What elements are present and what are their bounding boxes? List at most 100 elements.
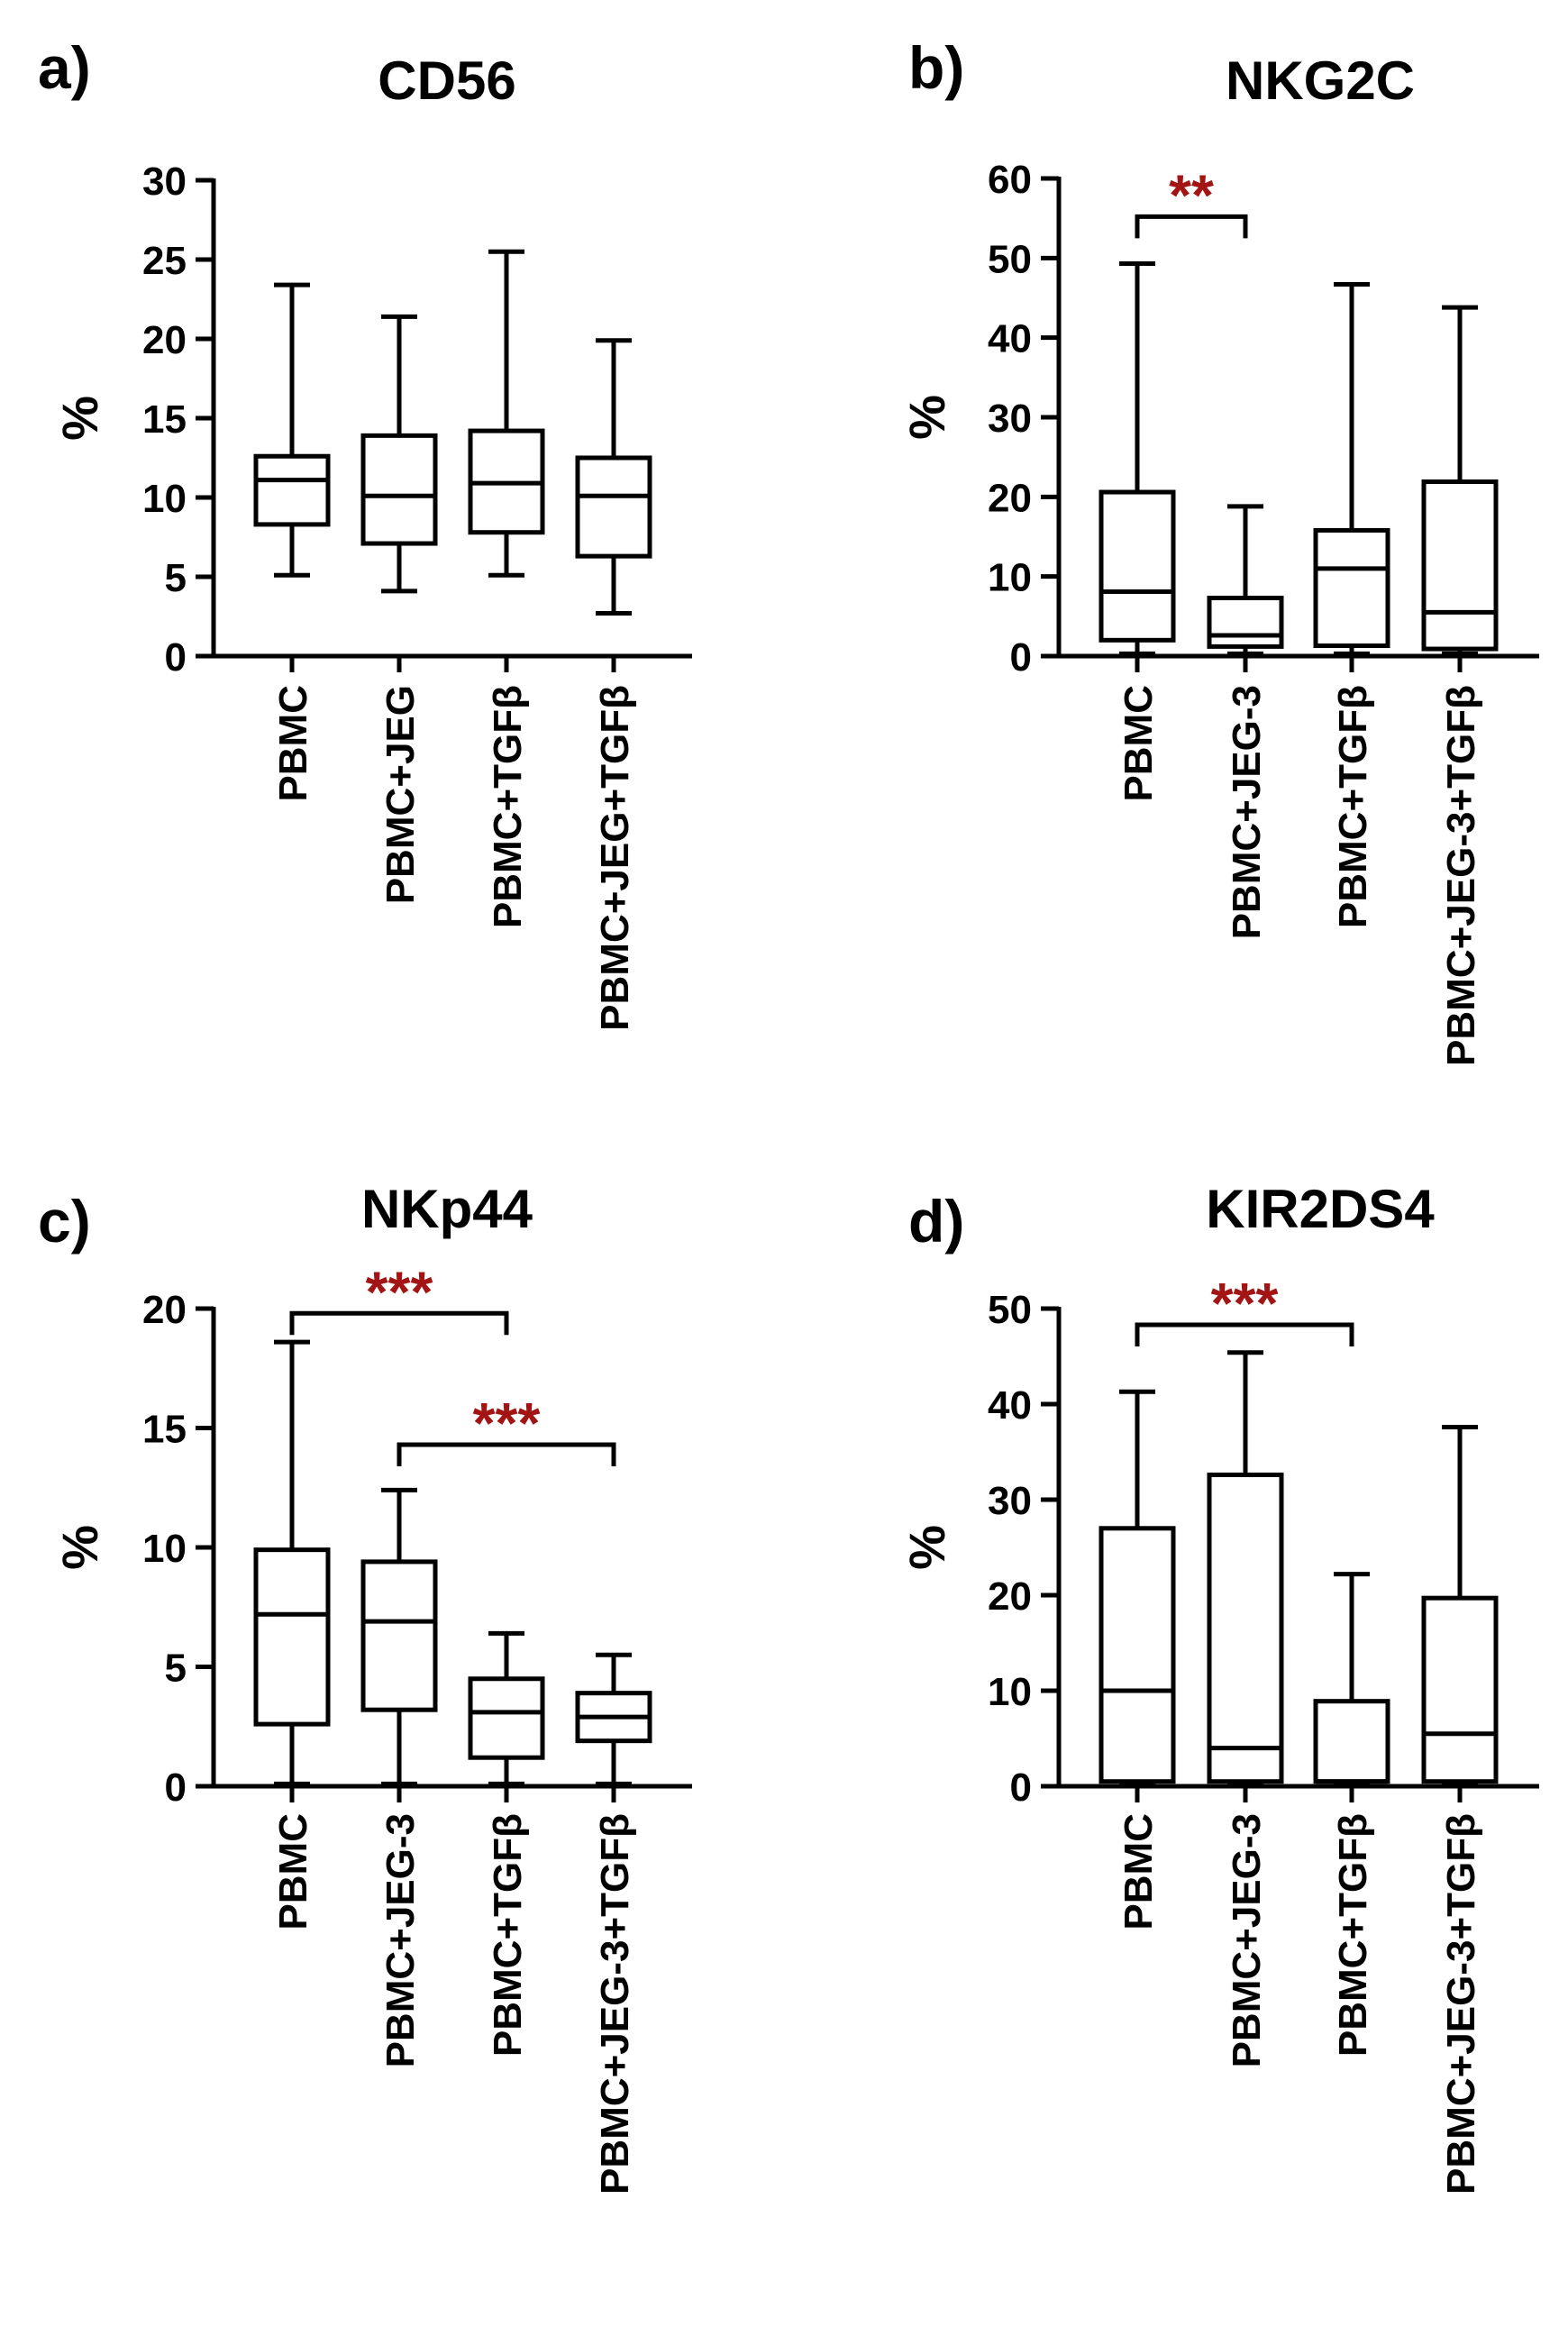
panel-b: b) NKG2C% 0 10 20 30 40 50 60 PBMC PBMC+JEG-3 PBMC+…	[898, 34, 1539, 1066]
chart-title: CD56	[378, 50, 515, 111]
y-tick-label: 0	[165, 1766, 187, 1810]
panel-letter: d)	[908, 1188, 964, 1255]
box-4	[1421, 305, 1499, 656]
x-tick-label: PBMC+TGFβ	[1331, 1813, 1375, 2057]
box-2	[360, 314, 438, 594]
y-tick-label: 50	[988, 1288, 1032, 1332]
y-tick-label: 60	[988, 158, 1032, 202]
bracket-line	[397, 1442, 616, 1467]
x-tick-label: PBMC+JEG+TGFβ	[593, 685, 637, 1031]
y-tick-label: 25	[142, 239, 187, 283]
x-tick-label: PBMC+TGFβ	[1331, 685, 1375, 928]
iqr-box	[1207, 596, 1284, 649]
box-2	[360, 1487, 438, 1786]
y-tick-label: 10	[988, 1670, 1032, 1714]
iqr-box	[468, 1676, 545, 1760]
y-tick-label: 0	[1010, 1766, 1032, 1810]
box-1	[253, 1339, 331, 1786]
y-tick-label: 20	[142, 1288, 187, 1332]
box-3	[1313, 281, 1390, 656]
panel-d: d) KIR2DS4% 0 10 20 30 40 50 PBMC PBMC+JEG-3 PBMC+…	[898, 1179, 1539, 2195]
y-tick-label: 15	[142, 1408, 187, 1452]
bracket-line	[1135, 1322, 1354, 1347]
y-axis-label: %	[51, 1525, 108, 1570]
y-tick-label: 20	[142, 318, 187, 362]
box-3	[1313, 1572, 1390, 1786]
iqr-box	[1207, 1472, 1284, 1784]
iqr-box	[1313, 1699, 1390, 1784]
y-tick-label: 20	[988, 476, 1032, 520]
bracket-line	[1135, 214, 1248, 239]
iqr-box	[360, 433, 438, 546]
box-4	[1421, 1424, 1499, 1786]
x-tick-label: PBMC+JEG-3	[378, 1813, 423, 2067]
y-tick-label: 10	[142, 477, 187, 521]
box-2	[1207, 504, 1284, 656]
iqr-box	[1099, 1526, 1176, 1784]
iqr-box	[575, 455, 652, 559]
box-1	[1099, 1389, 1176, 1786]
significance-bracket: ***	[289, 1259, 509, 1336]
panel-c: c) NKp44% 0 5 10 15 20 PBMC PBMC+JEG-3 PBMC+TGFβ P…	[38, 1179, 692, 2195]
x-tick-label: PBMC+JEG-3	[1225, 1813, 1269, 2067]
x-tick-label: PBMC+JEG-3	[1225, 685, 1269, 939]
bracket-line	[289, 1310, 509, 1336]
box-2	[1207, 1350, 1284, 1786]
iqr-box	[1313, 527, 1390, 649]
panel-letter: b)	[908, 34, 964, 101]
x-tick-label: PBMC+JEG	[378, 685, 423, 904]
x-tick-label: PBMC	[271, 1813, 315, 1930]
panel-a: a) CD56% 0 5 10 15 20 25 30 PBMC PBMC+JEG PBMC+TGFβ…	[38, 34, 692, 1031]
iqr-box	[360, 1559, 438, 1712]
y-tick-label: 40	[988, 317, 1032, 361]
y-tick-label: 20	[988, 1574, 1032, 1619]
y-tick-label: 30	[142, 160, 187, 204]
x-tick-label: PBMC+TGFβ	[486, 1813, 530, 2057]
box-1	[1099, 261, 1176, 656]
iqr-box	[1421, 1595, 1499, 1784]
panel-letter: c)	[38, 1188, 91, 1255]
chart-title: KIR2DS4	[1206, 1179, 1435, 1239]
y-axis-label: %	[51, 396, 108, 441]
y-tick-label: 0	[1010, 635, 1032, 680]
significance-stars: ***	[366, 1259, 433, 1324]
y-tick-label: 30	[988, 397, 1032, 441]
x-tick-label: PBMC	[1117, 1813, 1161, 1930]
y-axis-label: %	[898, 395, 955, 440]
x-tick-label: PBMC+JEG-3+TGFβ	[1439, 685, 1483, 1066]
y-tick-label: 15	[142, 397, 187, 442]
chart-title: NKp44	[361, 1179, 533, 1239]
iqr-box	[1421, 479, 1499, 652]
box-3	[468, 1630, 545, 1786]
significance-bracket: **	[1135, 162, 1248, 239]
significance-stars: ***	[1211, 1271, 1279, 1336]
x-tick-label: PBMC+JEG-3+TGFβ	[1439, 1813, 1483, 2195]
box-4	[575, 1652, 652, 1786]
y-tick-label: 50	[988, 237, 1032, 281]
y-tick-label: 5	[165, 556, 187, 600]
y-tick-label: 10	[988, 556, 1032, 600]
iqr-box	[253, 453, 331, 527]
y-tick-label: 10	[142, 1527, 187, 1571]
x-tick-label: PBMC	[1117, 685, 1161, 802]
y-tick-label: 40	[988, 1383, 1032, 1428]
y-tick-label: 30	[988, 1479, 1032, 1523]
panel-letter: a)	[38, 34, 91, 101]
y-axis-label: %	[898, 1525, 955, 1570]
significance-bracket: ***	[1135, 1271, 1354, 1347]
x-tick-label: PBMC+TGFβ	[486, 685, 530, 928]
iqr-box	[253, 1547, 331, 1727]
box-1	[253, 282, 331, 578]
box-4	[575, 338, 652, 616]
x-tick-label: PBMC+JEG-3+TGFβ	[593, 1813, 637, 2195]
chart-title: NKG2C	[1226, 50, 1415, 111]
y-tick-label: 5	[165, 1647, 187, 1691]
significance-bracket: ***	[397, 1391, 616, 1467]
significance-stars: **	[1169, 162, 1214, 227]
x-tick-label: PBMC	[271, 685, 315, 802]
y-tick-label: 0	[165, 635, 187, 680]
significance-stars: ***	[473, 1391, 541, 1455]
iqr-box	[1099, 489, 1176, 643]
box-3	[468, 249, 545, 578]
